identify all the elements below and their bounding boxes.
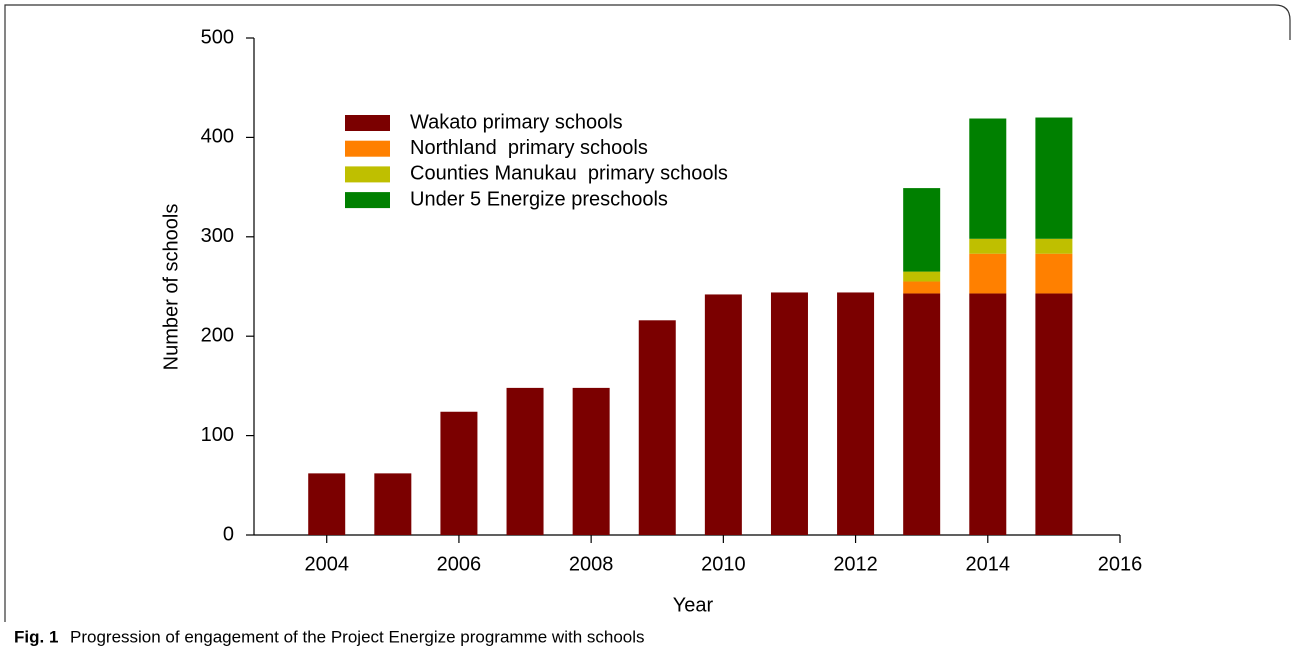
bar-segment (969, 253, 1007, 294)
y-tick-label: 200 (201, 324, 234, 346)
y-tick-label: 100 (201, 424, 234, 446)
bar-segment (969, 118, 1007, 239)
y-tick-label: 400 (201, 126, 234, 148)
figure-border (4, 4, 1291, 622)
y-tick-label: 500 (201, 26, 234, 48)
bar-segment (903, 271, 941, 282)
bar-segment (638, 320, 676, 535)
legend-label: Northland primary schools (410, 137, 648, 159)
bar-segment (837, 292, 875, 535)
y-axis-label: Number of schools (160, 204, 182, 371)
bar-segment (440, 411, 478, 535)
caption-text: Progression of engagement of the Project… (70, 627, 645, 646)
legend-swatch (345, 115, 390, 131)
legend-swatch (345, 140, 390, 157)
legend-label: Counties Manukau primary schools (410, 163, 728, 185)
bar-segment (572, 387, 610, 535)
x-tick-label: 2006 (437, 553, 482, 575)
caption-label: Fig. 1 (14, 627, 58, 646)
bar-segment (969, 238, 1007, 254)
bar-segment (704, 294, 742, 535)
bar-segment (374, 473, 412, 535)
legend-label: Wakato primary schools (410, 111, 623, 133)
bar-segment (903, 281, 941, 294)
bar-segment (903, 188, 941, 272)
x-tick-label: 2014 (966, 553, 1011, 575)
x-tick-label: 2008 (569, 553, 614, 575)
y-tick-label: 300 (201, 225, 234, 247)
x-tick-label: 2016 (1098, 553, 1143, 575)
x-axis-label: Year (673, 594, 714, 616)
x-tick-label: 2010 (701, 553, 746, 575)
bar-segment (969, 293, 1007, 535)
y-tick-label: 0 (223, 523, 234, 545)
bar-segment (1035, 117, 1073, 239)
bar-segment (1035, 293, 1073, 535)
bar-segment (1035, 253, 1073, 294)
bar-segment (1035, 238, 1073, 254)
bar-segment (506, 387, 544, 535)
legend-swatch (345, 192, 390, 209)
legend-label: Under 5 Energize preschools (410, 188, 668, 210)
bar-segment (903, 293, 941, 535)
x-tick-label: 2012 (833, 553, 878, 575)
legend-swatch (345, 166, 390, 183)
bar-segment (770, 292, 808, 535)
x-tick-label: 2004 (304, 553, 349, 575)
bar-segment (308, 473, 346, 535)
